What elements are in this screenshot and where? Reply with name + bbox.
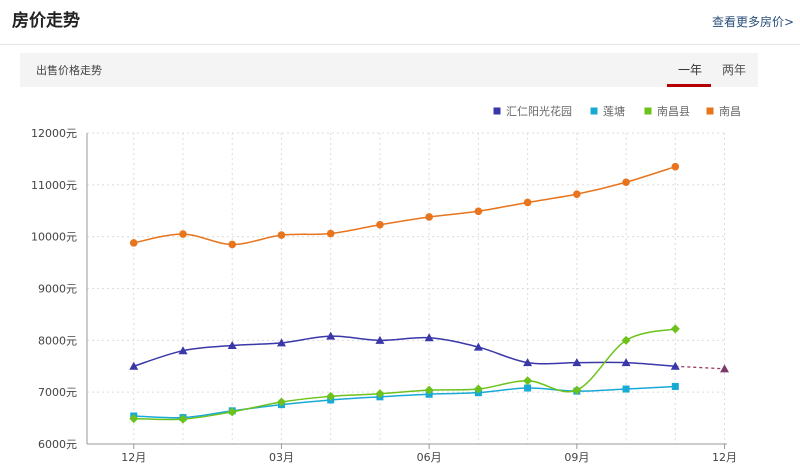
data-point-0-1[interactable]	[178, 346, 188, 355]
series-line-3	[133, 165, 676, 246]
data-point-2-11[interactable]	[670, 324, 680, 334]
data-point-0-8[interactable]	[523, 358, 533, 367]
y-tick-label: 8000元	[38, 334, 77, 347]
tab-two-years[interactable]: 两年	[722, 63, 747, 77]
data-point-0-9[interactable]	[572, 358, 582, 367]
x-tick-label: 03月	[269, 451, 294, 464]
data-point-2-10[interactable]	[621, 335, 631, 345]
data-point-2-2[interactable]	[227, 407, 237, 417]
data-point-3-11[interactable]	[671, 162, 680, 171]
data-point-3-6[interactable]	[425, 213, 433, 221]
y-tick-label: 6000元	[38, 438, 77, 451]
data-point-1-11[interactable]	[671, 382, 679, 390]
data-point-0-6[interactable]	[424, 333, 434, 342]
legend-marker-3[interactable]	[706, 107, 714, 115]
data-point-2-8[interactable]	[523, 376, 533, 386]
data-point-3-0[interactable]	[129, 239, 138, 247]
data-point-3-3[interactable]	[277, 231, 286, 239]
series-line-2	[133, 328, 676, 421]
y-tick-label: 10000元	[31, 231, 77, 244]
tab-one-year[interactable]: 一年	[678, 63, 703, 77]
x-tick-label: 09月	[564, 451, 589, 464]
x-tick-label: 12月	[121, 451, 146, 464]
data-point-3-5[interactable]	[376, 220, 384, 229]
x-tick-label: 12月	[712, 451, 737, 464]
tab-bar: 出售价格走势 一年 两年	[20, 53, 758, 87]
more-prices-link[interactable]: 查看更多房价>	[711, 15, 794, 29]
data-point-3-2[interactable]	[228, 240, 237, 249]
data-point-1-10[interactable]	[622, 385, 630, 393]
series-line-1	[133, 385, 676, 419]
data-point-0-10[interactable]	[621, 358, 631, 367]
data-point-2-9[interactable]	[572, 385, 582, 395]
data-point-forecast[interactable]	[720, 364, 730, 373]
data-point-2-4[interactable]	[326, 391, 336, 401]
y-tick-label: 12000元	[31, 127, 77, 140]
data-point-0-3[interactable]	[276, 338, 286, 347]
y-tick-label: 7000元	[38, 386, 77, 399]
data-point-2-3[interactable]	[276, 397, 286, 407]
legend-label[interactable]: 莲塘	[603, 104, 625, 118]
active-tab-indicator	[667, 84, 711, 87]
legend-label[interactable]: 南昌县	[657, 105, 690, 118]
y-tick-label: 11000元	[31, 179, 77, 192]
data-point-2-0[interactable]	[129, 414, 139, 424]
series-forecast-line	[675, 365, 725, 370]
data-point-3-8[interactable]	[523, 198, 532, 207]
data-point-2-1[interactable]	[178, 414, 188, 424]
data-point-3-4[interactable]	[326, 229, 335, 238]
data-point-1-8[interactable]	[524, 384, 532, 392]
x-tick-label: 06月	[417, 451, 442, 464]
data-point-2-6[interactable]	[424, 385, 434, 395]
legend-label[interactable]: 南昌	[719, 105, 741, 118]
data-point-3-10[interactable]	[622, 178, 630, 187]
legend-marker-2[interactable]	[644, 107, 652, 115]
page-title: 房价走势	[12, 11, 80, 31]
chart-title: 出售价格走势	[36, 64, 102, 77]
data-point-0-5[interactable]	[375, 335, 385, 344]
data-point-0-2[interactable]	[227, 341, 237, 350]
data-point-3-1[interactable]	[179, 230, 187, 238]
data-point-3-9[interactable]	[573, 190, 581, 198]
legend-marker-0[interactable]	[493, 107, 501, 115]
data-point-0-0[interactable]	[129, 361, 139, 370]
series-line-0	[133, 335, 676, 367]
data-point-3-7[interactable]	[474, 207, 483, 216]
data-point-0-11[interactable]	[670, 361, 680, 370]
data-point-2-7[interactable]	[473, 384, 483, 394]
data-point-2-5[interactable]	[375, 389, 385, 399]
header: 房价走势 查看更多房价>	[0, 0, 800, 45]
data-point-0-7[interactable]	[473, 342, 483, 351]
legend-label[interactable]: 汇仁阳光花园	[506, 104, 572, 118]
legend-marker-1[interactable]	[590, 107, 598, 115]
y-tick-label: 9000元	[38, 283, 77, 296]
data-point-0-4[interactable]	[326, 331, 336, 340]
